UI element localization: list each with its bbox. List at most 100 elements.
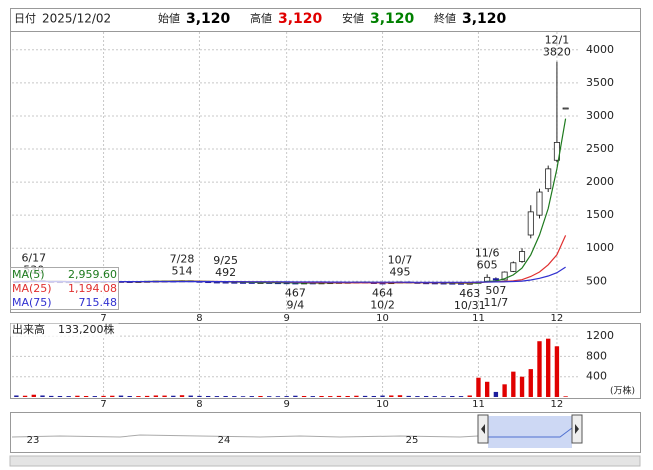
volume-bar — [554, 346, 560, 397]
header-label: 始値 — [158, 11, 180, 25]
navigator-selection-line — [488, 427, 573, 438]
y-tick-label: 4000 — [586, 43, 614, 56]
volume-bar — [406, 395, 411, 397]
volume-bar — [380, 395, 385, 397]
volume-bar — [354, 395, 359, 397]
volume-bar — [502, 384, 507, 397]
volume-bar — [310, 396, 315, 397]
volume-bar — [267, 396, 272, 397]
x-tick-label: 7 — [100, 399, 106, 410]
volume-bar — [31, 394, 36, 397]
ma-legend-value: 2,959.60 — [68, 268, 117, 281]
navigator-selection[interactable] — [488, 416, 572, 448]
candle-body — [536, 191, 543, 216]
volume-bar — [214, 396, 220, 397]
candle-body — [484, 276, 491, 282]
x-tick-label: 12 — [551, 313, 564, 324]
candle-body — [510, 262, 517, 272]
navigator-right-arrow — [575, 424, 579, 434]
volume-bar — [528, 369, 533, 397]
annotation-date: 10/31 — [454, 299, 486, 312]
volume-bar — [197, 395, 202, 397]
volume-bar — [336, 395, 342, 397]
volume-bar — [223, 395, 228, 397]
price-panel — [10, 31, 641, 313]
volume-bar — [127, 395, 132, 397]
ma-legend-name: MA(5) — [12, 268, 45, 281]
header-value: 3,120 — [186, 11, 231, 27]
volume-bar — [179, 395, 185, 397]
header-value: 3,120 — [278, 11, 323, 27]
volume-bar — [458, 396, 464, 397]
y-tick-label: 1200 — [586, 329, 614, 342]
x-tick-label: 7 — [100, 313, 106, 324]
volume-bar — [118, 395, 124, 397]
volume-legend-value: 133,200株 — [58, 322, 115, 336]
volume-bar — [519, 376, 525, 397]
x-tick-label: 12 — [551, 399, 564, 410]
candle-body — [519, 251, 526, 262]
volume-bar — [75, 395, 80, 397]
volume-legend-name: 出来高 — [12, 322, 45, 336]
date-label: 日付 — [14, 12, 36, 25]
date: 2025/12/02 — [42, 12, 111, 26]
header-value: 3,120 — [462, 11, 507, 27]
candle-body — [501, 271, 508, 281]
volume-bar — [467, 395, 472, 397]
y-tick-label: 400 — [586, 370, 607, 383]
volume-bar — [171, 395, 176, 397]
volume-bar — [110, 395, 115, 397]
volume-bar — [441, 396, 446, 397]
header-label: 安値 — [342, 11, 364, 25]
volume-bar — [389, 395, 394, 397]
volume-bar — [66, 396, 71, 397]
navigator-label: 24 — [218, 435, 231, 446]
y-tick-label: 3000 — [586, 109, 614, 122]
scrollbar[interactable] — [9, 455, 641, 467]
annotation-date: 6/17 — [21, 251, 46, 264]
y-tick-label: 2000 — [586, 175, 614, 188]
volume-bar — [188, 395, 193, 397]
volume-bar — [136, 396, 141, 397]
x-tick-label: 10 — [376, 313, 389, 324]
volume-bar — [397, 395, 403, 397]
volume-bar — [423, 395, 429, 397]
navigator-line — [11, 434, 479, 438]
volume-bar — [362, 395, 368, 397]
candle-body — [492, 278, 499, 281]
y-tick-label: 500 — [586, 274, 607, 287]
volume-bar — [328, 396, 333, 397]
navigator-left-arrow — [481, 424, 485, 434]
header-value: 3,120 — [370, 11, 415, 27]
volume-bar — [162, 395, 167, 397]
volume-bar — [232, 396, 237, 397]
y-tick-label: 2500 — [586, 142, 614, 155]
y-tick-label: 3500 — [586, 76, 614, 89]
volume-bar — [484, 381, 490, 397]
volume-legend-box — [10, 323, 119, 337]
volume-bar — [101, 395, 106, 397]
header-label: 終値 — [434, 11, 456, 25]
volume-bar — [546, 338, 551, 397]
volume-bar — [14, 395, 19, 397]
volume-bar — [432, 396, 438, 397]
volume-bar — [415, 396, 420, 397]
volume-bar — [275, 396, 281, 397]
volume-bar — [511, 371, 516, 397]
annotation-value: 3820 — [543, 46, 571, 59]
annotation-value: 605 — [477, 258, 498, 271]
volume-bar — [205, 395, 211, 397]
y-tick-label: 800 — [586, 349, 607, 362]
volume-bar — [22, 395, 28, 397]
volume-bar — [345, 395, 350, 397]
annotation-value: 507 — [485, 284, 506, 297]
candle-body — [527, 211, 534, 236]
volume-bar — [40, 395, 45, 397]
volume-bar — [537, 341, 542, 397]
ma-legend-value: 1,194.08 — [68, 282, 117, 295]
annotation-value: 514 — [172, 264, 193, 277]
annotation-value: 495 — [389, 266, 410, 279]
header-label: 高値 — [250, 11, 272, 25]
ma-legend-name: MA(75) — [12, 296, 52, 309]
annotation-date: 9/25 — [213, 254, 238, 267]
